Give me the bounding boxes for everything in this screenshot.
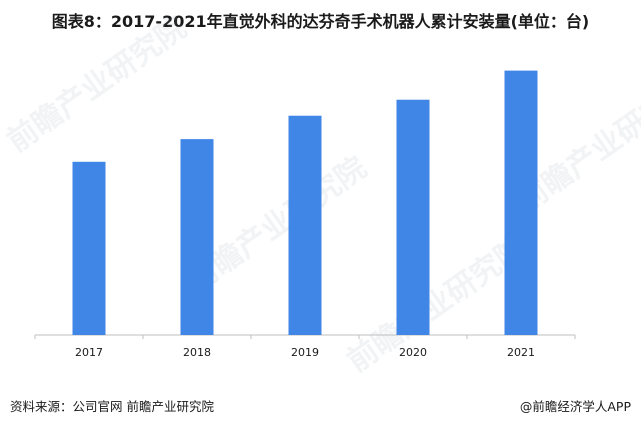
x-tick-label: 2021 (507, 346, 535, 359)
chart-title: 图表8：2017-2021年直觉外科的达芬奇手术机器人累计安装量(单位：台) (51, 12, 590, 31)
source-note: 资料来源：公司官网 前瞻产业研究院 (10, 399, 214, 414)
bar-2021 (504, 70, 538, 335)
x-tick-label: 2019 (291, 346, 319, 359)
x-tick-label: 2020 (399, 346, 427, 359)
x-tick-label: 2017 (75, 346, 103, 359)
bar-2017 (72, 161, 106, 335)
bar-2018 (180, 139, 214, 335)
bar-2019 (288, 115, 322, 335)
x-tick-label: 2018 (183, 346, 211, 359)
brand-label: @前瞻经济学人APP (519, 399, 631, 414)
bar-2020 (396, 99, 430, 335)
